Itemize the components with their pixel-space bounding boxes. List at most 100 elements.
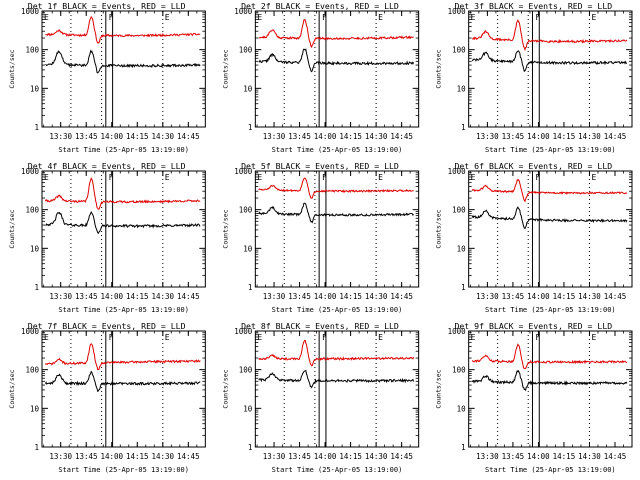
plot-frame	[468, 170, 633, 288]
x-tick-label: 14:30	[578, 452, 601, 461]
y-tick-label: 10	[30, 404, 40, 413]
panel-title: Det 4f BLACK = Events, RED = LLD	[28, 161, 186, 171]
y-tick-label: 10	[30, 244, 40, 253]
marker-label-e: E	[44, 173, 49, 182]
x-tick-label: 14:15	[339, 132, 362, 141]
x-tick-label: 14:30	[152, 292, 175, 301]
interval-box	[105, 330, 114, 448]
plot-frame	[254, 170, 420, 288]
marker-label-e: E	[378, 13, 383, 22]
events-series-line	[45, 49, 201, 74]
x-tick-label: 13:30	[263, 452, 286, 461]
x-tick-label: 14:45	[177, 132, 200, 141]
x-tick-label: 14:15	[126, 132, 149, 141]
marker-label-e: E	[591, 173, 596, 182]
interval-box	[105, 10, 114, 128]
x-axis-label: Start Time (25-Apr-05 13:19:00)	[485, 306, 616, 314]
x-tick-label: 14:00	[314, 452, 337, 461]
detector-panel-2: Det 2f BLACK = Events, RED = LLD Start Ti…	[221, 1, 420, 154]
lld-series-line	[471, 343, 628, 370]
detector-panel-1: Det 1f BLACK = Events, RED = LLD Start Ti…	[8, 1, 206, 154]
y-axis-label: Counts/sec	[435, 209, 443, 248]
y-tick-label: 1000	[21, 167, 40, 176]
x-tick-label: 14:30	[152, 132, 175, 141]
x-tick-label: 14:30	[152, 452, 175, 461]
y-axis-label: Counts/sec	[221, 209, 229, 248]
marker-label-f: F	[535, 173, 540, 182]
detector-panel-5: Det 5f BLACK = Events, RED = LLD Start Ti…	[221, 161, 420, 314]
y-tick-label: 10	[457, 84, 467, 93]
events-series-line	[258, 202, 414, 224]
marker-label-e: E	[378, 173, 383, 182]
y-tick-label: 1	[461, 283, 466, 292]
plot-frame	[254, 330, 420, 448]
y-tick-label: 1000	[448, 327, 467, 336]
marker-label-e: E	[44, 333, 49, 342]
y-tick-label: 1	[461, 443, 466, 452]
marker-label-e: E	[471, 173, 476, 182]
x-axis-label: Start Time (25-Apr-05 13:19:00)	[485, 146, 616, 154]
y-tick-label: 1	[248, 443, 253, 452]
x-tick-label: 13:30	[49, 452, 72, 461]
x-tick-label: 13:30	[49, 292, 72, 301]
marker-label-e: E	[257, 13, 262, 22]
y-tick-label: 1	[34, 123, 39, 132]
plot-frame	[468, 10, 633, 128]
x-tick-label: 14:30	[365, 292, 388, 301]
detector-panel-4: Det 4f BLACK = Events, RED = LLD Start Ti…	[8, 161, 206, 314]
events-series-line	[258, 48, 415, 73]
x-axis-label: Start Time (25-Apr-05 13:19:00)	[272, 466, 403, 474]
detector-panel-8: Det 8f BLACK = Events, RED = LLD Start Ti…	[221, 321, 420, 474]
x-tick-label: 14:00	[314, 132, 337, 141]
interval-box	[531, 170, 540, 288]
y-tick-label: 10	[243, 404, 253, 413]
x-tick-label: 13:30	[476, 452, 499, 461]
x-tick-label: 14:30	[578, 292, 601, 301]
x-axis-label: Start Time (25-Apr-05 13:19:00)	[485, 466, 616, 474]
marker-label-e: E	[378, 333, 383, 342]
x-tick-label: 14:00	[527, 132, 550, 141]
x-tick-label: 14:15	[553, 292, 576, 301]
detector-panel-9: Det 9f BLACK = Events, RED = LLD Start Ti…	[435, 321, 633, 474]
x-tick-label: 14:45	[390, 452, 413, 461]
marker-label-e: E	[257, 333, 262, 342]
y-tick-label: 100	[239, 46, 253, 55]
x-tick-label: 14:30	[578, 132, 601, 141]
y-tick-label: 1000	[234, 7, 253, 16]
x-tick-label: 14:00	[100, 292, 123, 301]
marker-label-e: E	[165, 13, 170, 22]
x-tick-label: 14:45	[604, 132, 627, 141]
marker-label-e: E	[257, 173, 262, 182]
y-tick-label: 1	[34, 443, 39, 452]
events-series-line	[471, 369, 628, 392]
y-tick-label: 10	[243, 244, 253, 253]
plot-frame	[41, 10, 206, 128]
x-tick-label: 13:45	[75, 132, 98, 141]
marker-label-e: E	[165, 333, 170, 342]
lld-series-line	[258, 339, 415, 367]
lld-series-line	[258, 177, 414, 199]
x-tick-label: 13:45	[288, 292, 311, 301]
marker-label-e: E	[591, 333, 596, 342]
y-tick-label: 1000	[448, 7, 467, 16]
y-axis-label: Counts/sec	[435, 49, 443, 88]
x-axis-label: Start Time (25-Apr-05 13:19:00)	[58, 466, 189, 474]
marker-label-f: F	[322, 173, 327, 182]
panel-title: Det 2f BLACK = Events, RED = LLD	[241, 1, 399, 11]
marker-label-e: E	[44, 13, 49, 22]
x-tick-label: 14:00	[527, 292, 550, 301]
plot-frame	[41, 330, 206, 448]
x-axis-label: Start Time (25-Apr-05 13:19:00)	[272, 306, 403, 314]
y-tick-label: 10	[243, 84, 253, 93]
y-axis-label: Counts/sec	[8, 369, 16, 408]
marker-label-f: F	[109, 333, 114, 342]
events-series-line	[471, 206, 628, 230]
lld-series-line	[44, 343, 201, 371]
detector-panel-3: Det 3f BLACK = Events, RED = LLD Start Ti…	[435, 1, 633, 154]
interval-box	[105, 170, 114, 288]
interval-box	[318, 170, 327, 288]
y-tick-label: 100	[239, 366, 253, 375]
events-series-line	[45, 210, 201, 235]
marker-label-e: E	[165, 173, 170, 182]
